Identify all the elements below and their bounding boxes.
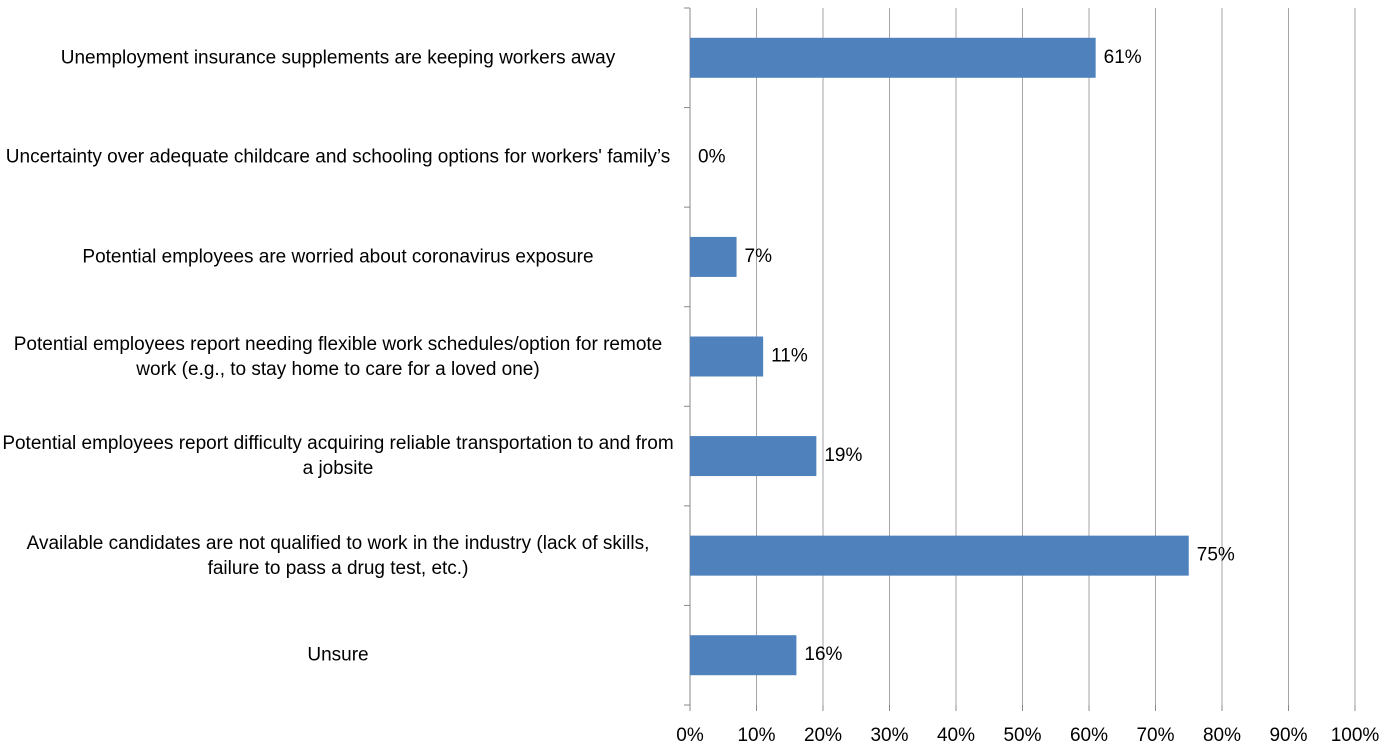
data-label: 11%	[771, 346, 808, 367]
bar	[690, 37, 1096, 78]
y-tick-label: Potential employees report needing flexi…	[13, 333, 663, 380]
x-tick-label: 30%	[870, 725, 908, 746]
bar	[690, 535, 1189, 576]
data-label: 7%	[745, 246, 773, 267]
y-tick-label: Unsure	[307, 644, 369, 666]
data-label: 61%	[1104, 47, 1142, 68]
bar	[690, 236, 737, 277]
y-tick-label: Potential employees report difficulty ac…	[2, 433, 674, 480]
x-tick-label: 10%	[737, 725, 775, 746]
y-tick-label: Potential employees are worried about co…	[82, 246, 594, 268]
data-label: 0%	[698, 146, 726, 167]
y-tick-label: Uncertainty over adequate childcare and …	[5, 146, 671, 168]
y-tick-label: Available candidates are not qualified t…	[26, 532, 650, 579]
x-tick-label: 70%	[1136, 725, 1174, 746]
data-label: 19%	[824, 445, 862, 466]
x-tick-label: 20%	[804, 725, 842, 746]
x-tick-label: 0%	[676, 725, 704, 746]
bar	[690, 336, 764, 377]
x-tick-label: 40%	[937, 725, 975, 746]
bar	[690, 436, 817, 477]
x-tick-label: 50%	[1003, 725, 1041, 746]
x-tick-label: 100%	[1331, 725, 1380, 746]
y-tick-label: Unemployment insurance supplements are k…	[60, 47, 616, 69]
x-tick-label: 90%	[1269, 725, 1307, 746]
x-tick-label: 60%	[1070, 725, 1108, 746]
data-label: 16%	[804, 644, 842, 665]
x-tick-label: 80%	[1203, 725, 1241, 746]
data-label: 75%	[1197, 545, 1235, 566]
bar	[690, 635, 797, 676]
